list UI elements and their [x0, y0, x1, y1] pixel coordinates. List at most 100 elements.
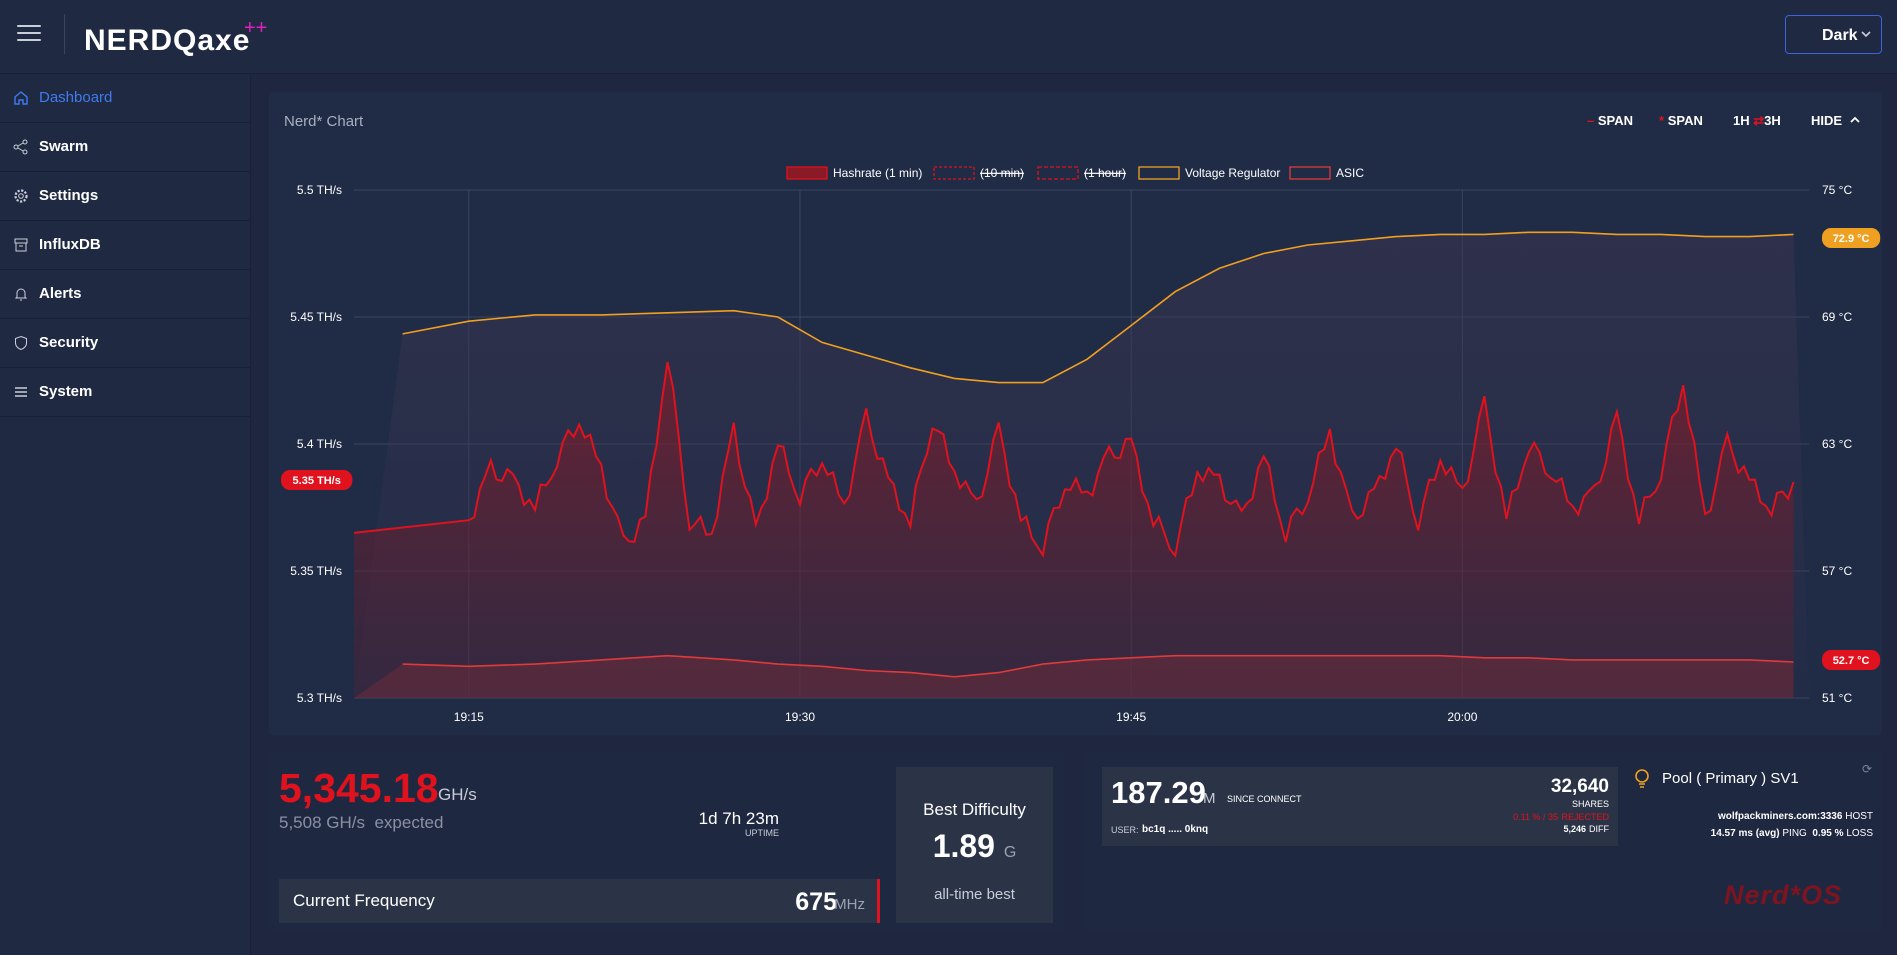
- y-axis-right-tick: 69 °C: [1822, 310, 1852, 324]
- best-difficulty-title: Best Difficulty: [923, 800, 1026, 819]
- x-axis-tick: 20:00: [1447, 710, 1477, 724]
- hashrate-line: [353, 361, 1795, 558]
- current-vr-temp-badge-bg: [1822, 228, 1881, 248]
- sidebar-item-alerts[interactable]: Alerts: [0, 270, 250, 319]
- sidebar-item-settings[interactable]: Settings: [0, 172, 250, 221]
- x-axis-tick: 19:30: [785, 710, 815, 724]
- y-axis-left-tick: 5.35 TH/s: [290, 564, 342, 578]
- rejected-value: 0.11 % / 35: [1513, 812, 1558, 822]
- pool-ping: 14.57 ms (avg) PING 0.95 % LOSS: [1710, 828, 1873, 839]
- theme-select[interactable]: Dark: [1785, 15, 1882, 54]
- user-value: bc1q ..... 0knq: [1142, 824, 1209, 835]
- sidebar-item-dashboard[interactable]: Dashboard: [0, 74, 250, 123]
- sidebar: Dashboard Swarm Settings InfluxDB Alerts…: [0, 74, 251, 955]
- sidebar-item-label: InfluxDB: [39, 236, 101, 253]
- current-hashrate-badge: 5.35 TH/s: [293, 475, 341, 487]
- sidebar-item-label: System: [39, 383, 93, 400]
- pool-card: 187.29 M SINCE CONNECT USER: bc1q ..... …: [1085, 751, 1882, 931]
- sidebar-item-system[interactable]: System: [0, 368, 250, 417]
- frequency-unit: MHz: [834, 896, 865, 913]
- sidebar-item-influxdb[interactable]: InfluxDB: [0, 221, 250, 270]
- uptime-label: UPTIME: [744, 828, 779, 838]
- gear-icon: [14, 189, 28, 203]
- best-difficulty-subtitle: all-time best: [934, 886, 1015, 903]
- range-toggle[interactable]: 1H ⇄3H: [1733, 113, 1781, 128]
- y-axis-left-tick: 5.4 TH/s: [297, 437, 342, 451]
- divider: [64, 14, 65, 54]
- pool-host: wolfpackminers.com:3336 HOST: [1717, 811, 1873, 822]
- shares-value: 32,640: [1550, 776, 1609, 797]
- refresh-icon[interactable]: ⟳: [1862, 762, 1873, 776]
- top-bar: NERDQaxe ++ Dark: [0, 0, 1897, 74]
- asic-area: [354, 655, 1794, 698]
- best-difficulty-value: 1.89 G: [932, 828, 1017, 864]
- legend-swatch: [1037, 166, 1079, 180]
- theme-select-value: Dark: [1822, 27, 1858, 44]
- y-axis-left-tick: 5.5 TH/s: [297, 183, 342, 197]
- hide-chart-button[interactable]: HIDE: [1811, 113, 1861, 128]
- uptime-value: 1d 7h 23m: [698, 809, 779, 828]
- nerdos-logo: Nerd*OS: [1724, 880, 1843, 910]
- hamburger-menu-icon[interactable]: [17, 25, 41, 41]
- y-axis-right-tick: 51 °C: [1822, 691, 1852, 705]
- frequency-label: Current Frequency: [293, 891, 435, 910]
- legend-label: ASIC: [1336, 166, 1364, 180]
- pool-name: Pool ( Primary ) SV1: [1662, 770, 1799, 787]
- list-icon: [15, 387, 27, 397]
- legend-label: Voltage Regulator: [1185, 166, 1280, 180]
- logo-text: NERDQaxe: [84, 24, 250, 57]
- hashrate-value: 5,345.18: [279, 765, 439, 811]
- current-asic-temp-badge-bg: [1822, 650, 1881, 670]
- current-hashrate-badge-bg: [281, 470, 353, 490]
- current-vr-temp-badge: 72.9 °C: [1833, 233, 1870, 245]
- x-axis-tick: 19:15: [454, 710, 484, 724]
- span-toggle-2[interactable]: * SPAN: [1659, 113, 1703, 128]
- sidebar-item-label: Swarm: [39, 138, 89, 155]
- best-difficulty-box: Best Difficulty 1.89 G all-time best: [896, 767, 1053, 923]
- lightbulb-icon: [1635, 769, 1649, 788]
- logo: NERDQaxe ++: [84, 17, 267, 57]
- x-axis-tick: 19:45: [1116, 710, 1146, 724]
- share-icon: [13, 139, 28, 155]
- sidebar-item-swarm[interactable]: Swarm: [0, 123, 250, 172]
- sidebar-item-security[interactable]: Security: [0, 319, 250, 368]
- span-toggle-1[interactable]: – SPAN: [1587, 113, 1634, 128]
- user-label: USER:: [1111, 825, 1139, 835]
- legend-swatch: [933, 166, 975, 180]
- frequency-bar: Current Frequency 675 MHz: [279, 879, 880, 923]
- diff-small-label: DIFF: [1589, 824, 1609, 834]
- hashrate-chart: 5.5 TH/s 5.45 TH/s 5.4 TH/s 5.35 TH/s 5.3 TH…: [281, 166, 1881, 724]
- rejected-label: REJECTED: [1561, 812, 1609, 822]
- legend-label: (1 hour): [1084, 166, 1126, 180]
- current-asic-temp-badge: 52.7 °C: [1833, 655, 1870, 667]
- hashrate-unit: GH/s: [438, 785, 477, 804]
- sidebar-item-label: Security: [39, 334, 99, 351]
- sidebar-item-label: Alerts: [39, 285, 82, 302]
- chart-title: Nerd* Chart: [284, 113, 364, 130]
- sidebar-item-label: Dashboard: [39, 89, 113, 106]
- frequency-value: 675: [795, 888, 837, 916]
- y-axis-right-tick: 75 °C: [1822, 183, 1852, 197]
- sidebar-item-label: Settings: [39, 187, 99, 204]
- legend-label: (10 min): [980, 166, 1024, 180]
- logo-superscript: ++: [244, 17, 267, 39]
- shares-label: SHARES: [1571, 799, 1609, 809]
- home-icon: [14, 91, 28, 105]
- database-icon: [14, 238, 28, 252]
- session-difficulty-value: 187.29: [1111, 775, 1206, 810]
- since-connect-label: SINCE CONNECT: [1227, 794, 1302, 804]
- chevron-up-icon: [1850, 116, 1860, 123]
- chevron-down-icon: [1861, 31, 1871, 38]
- y-axis-right-tick: 63 °C: [1822, 437, 1852, 451]
- legend-swatch: [786, 166, 828, 180]
- session-difficulty-unit: M: [1203, 790, 1216, 807]
- legend-swatch: [1289, 166, 1331, 180]
- hashrate-stats-card: 5,345.18 GH/s 5,508 GH/s expected 1d 7h …: [269, 751, 1064, 931]
- hashrate-area: [354, 362, 1794, 698]
- legend-label: Hashrate (1 min): [833, 166, 922, 180]
- diff-small-value: 5,246: [1563, 824, 1586, 834]
- shield-icon: [15, 335, 27, 351]
- bell-icon: [14, 288, 28, 301]
- legend-swatch: [1138, 166, 1180, 180]
- voltage-regulator-line: [402, 231, 1794, 384]
